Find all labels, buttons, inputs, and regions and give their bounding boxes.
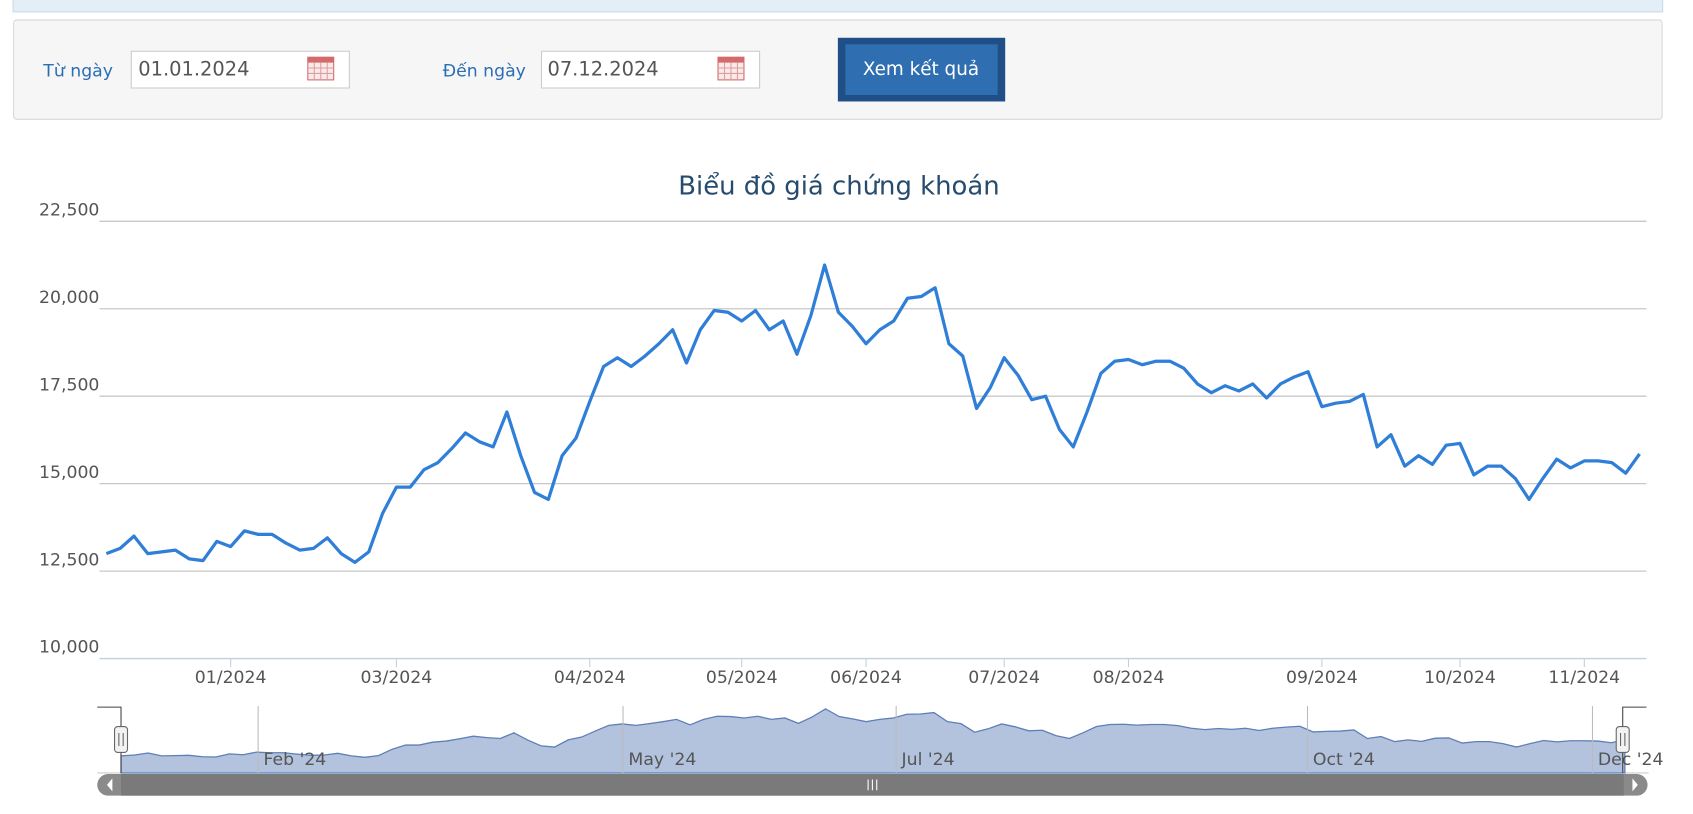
to-label: Đến ngày xyxy=(443,60,526,81)
x-tick-label: 07/2024 xyxy=(968,668,1040,688)
navigator-area xyxy=(120,708,1626,774)
price-line xyxy=(105,263,1641,564)
chart-title: Biểu đồ giá chứng khoán xyxy=(678,170,999,201)
navigator-label: Oct '24 xyxy=(1313,750,1375,770)
navigator-label: Jul '24 xyxy=(901,750,955,770)
button-label: Xem kết quả xyxy=(863,59,979,80)
x-tick-label: 04/2024 xyxy=(554,668,626,688)
x-tick-label: 05/2024 xyxy=(706,668,778,688)
scroll-left[interactable] xyxy=(106,778,113,792)
top-strip xyxy=(12,0,1664,13)
y-tick-label: 17,500 xyxy=(39,375,99,395)
x-tick-label: 09/2024 xyxy=(1286,668,1358,688)
to-value: 07.12.2024 xyxy=(547,58,658,81)
navigator-label: Feb '24 xyxy=(264,750,327,770)
x-tick-label: 01/2024 xyxy=(195,668,267,688)
x-tick-label: 10/2024 xyxy=(1424,668,1496,688)
from-label: Từ ngày xyxy=(42,61,113,81)
y-tick-label: 15,000 xyxy=(39,463,99,483)
calendar-icon[interactable] xyxy=(717,56,745,81)
x-tick-label: 03/2024 xyxy=(361,668,433,688)
handle-grip xyxy=(118,733,124,746)
navigator-handle[interactable] xyxy=(114,726,129,754)
x-tick-label: 06/2024 xyxy=(830,668,902,688)
from-value: 01.01.2024 xyxy=(138,58,249,81)
calendar-icon[interactable] xyxy=(307,56,335,81)
navigator-label: May '24 xyxy=(628,750,696,770)
navigator-handle[interactable] xyxy=(1615,726,1630,754)
y-tick-label: 12,500 xyxy=(39,550,99,570)
x-tick-label: 11/2024 xyxy=(1548,668,1620,688)
y-tick-label: 20,000 xyxy=(39,288,99,308)
scroll-right[interactable] xyxy=(1632,778,1638,792)
scrollbar-grip xyxy=(867,779,878,791)
navigator-label: Dec '24 xyxy=(1598,750,1664,770)
y-tick-label: 22,500 xyxy=(39,201,99,221)
submit-button[interactable] xyxy=(845,44,998,96)
x-tick-label: 08/2024 xyxy=(1093,668,1165,688)
handle-grip xyxy=(1620,733,1626,746)
y-tick-label: 10,000 xyxy=(39,638,99,658)
